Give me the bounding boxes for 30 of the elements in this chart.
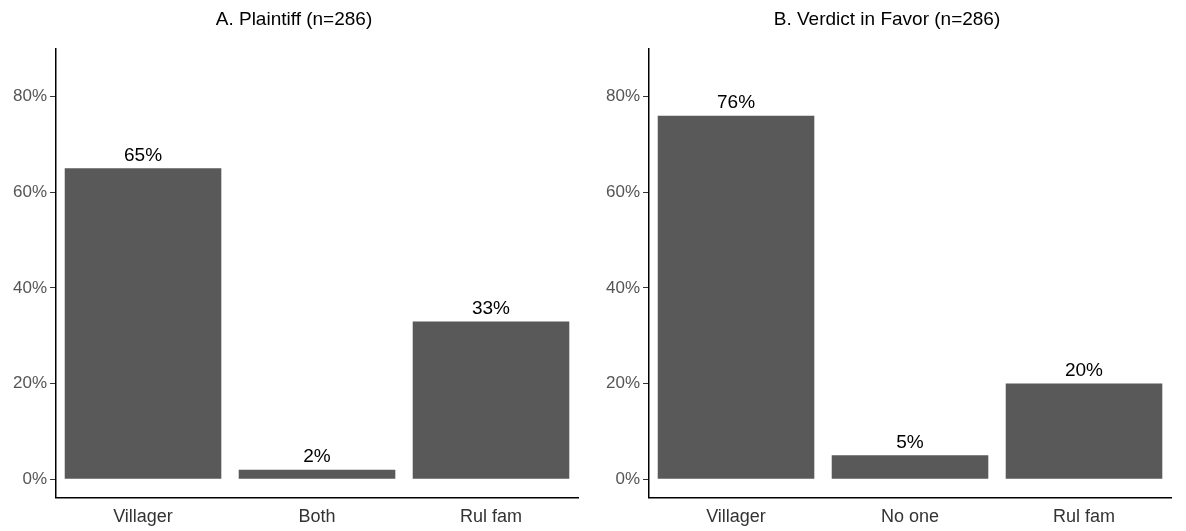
data-label: 33% — [471, 297, 511, 319]
bar — [831, 455, 989, 479]
y-tick-label: 60% — [605, 181, 641, 201]
bar — [1005, 383, 1163, 479]
y-tick-label: 20% — [605, 373, 641, 393]
x-tick-label: No one — [880, 506, 940, 527]
bar — [238, 469, 396, 479]
x-tick-label: Rul fam — [1053, 506, 1116, 527]
bar — [64, 168, 222, 479]
x-tick-label: Both — [298, 506, 336, 527]
y-tick-label: 40% — [12, 277, 48, 297]
y-tick-label: 60% — [12, 181, 48, 201]
x-tick-label: Villager — [706, 506, 766, 527]
chart-title: B. Verdict in Favor (n=286) — [773, 7, 1001, 29]
y-tick-label: 40% — [605, 277, 641, 297]
y-tick-label: 80% — [605, 86, 641, 106]
data-label: 76% — [717, 91, 756, 113]
data-label: 20% — [1064, 359, 1104, 381]
data-label: 5% — [896, 431, 924, 453]
bar — [657, 115, 815, 479]
x-tick-label: Villager — [113, 506, 173, 527]
y-tick-label: 20% — [12, 373, 48, 393]
chart-title: A. Plaintiff (n=286) — [215, 7, 373, 29]
data-label: 65% — [124, 144, 163, 166]
bar — [412, 321, 570, 479]
data-label: 2% — [303, 445, 331, 467]
y-tick-label: 80% — [12, 86, 48, 106]
x-tick-label: Rul fam — [460, 506, 523, 527]
y-tick-label: 0% — [22, 468, 48, 488]
y-tick-label: 0% — [615, 468, 641, 488]
